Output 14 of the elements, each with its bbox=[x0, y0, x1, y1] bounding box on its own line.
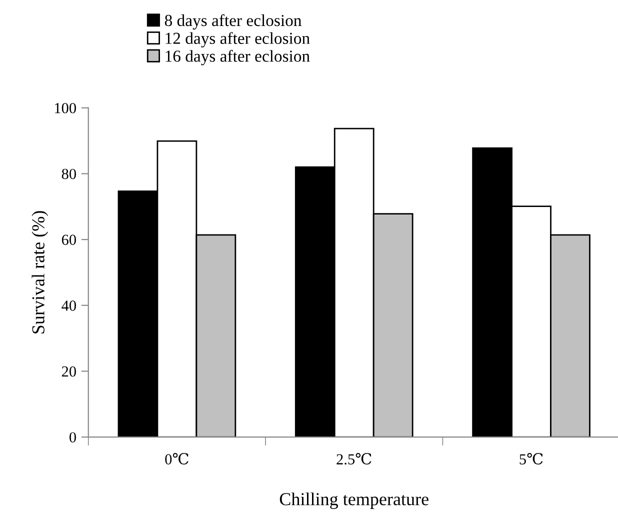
y-tick-label: 40 bbox=[62, 300, 76, 311]
x-axis-title: Chilling temperature bbox=[280, 492, 428, 509]
x-tick-label: 2.5℃ bbox=[336, 452, 372, 465]
y-tick-label: 0 bbox=[70, 432, 76, 443]
y-tick-label: 80 bbox=[62, 168, 76, 180]
x-tick-label: 5℃ bbox=[520, 452, 543, 465]
legend-label: 12 days after eclosion bbox=[166, 32, 310, 48]
y-tick-label: 100 bbox=[54, 102, 76, 114]
y-tick-label: 20 bbox=[62, 366, 76, 377]
x-tick-label: 0℃ bbox=[165, 452, 188, 465]
legend-label: 16 days after eclosion bbox=[166, 50, 310, 66]
legend-label: 8 days after eclosion bbox=[164, 14, 302, 30]
y-axis-title: Survival rate (%) bbox=[32, 211, 48, 334]
y-tick-label: 60 bbox=[62, 234, 76, 245]
